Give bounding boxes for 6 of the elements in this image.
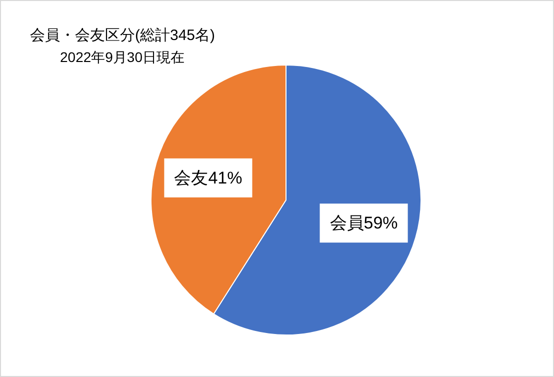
data-label: 59% [364, 214, 398, 233]
data-label: 41% [208, 168, 242, 188]
title: 会員・会友区分(総計345名) [30, 27, 216, 44]
slice-label: 会友 [174, 168, 208, 188]
subtitle: 2022年9月30日現在 [60, 49, 185, 65]
slice-label: 会員 [330, 214, 364, 233]
